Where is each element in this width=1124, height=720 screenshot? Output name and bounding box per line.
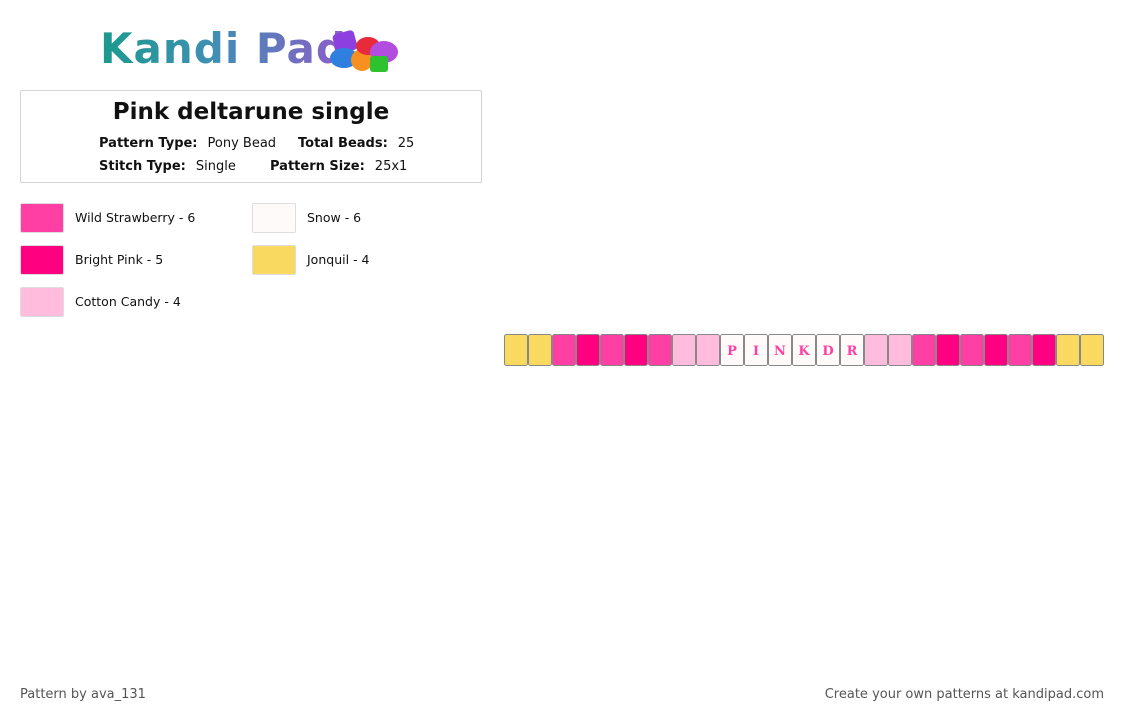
legend-label: Bright Pink - 5 xyxy=(75,252,164,267)
footer-credit: Pattern by ava_131 xyxy=(20,687,146,702)
bead-letter: I xyxy=(753,344,759,359)
bead xyxy=(960,334,984,366)
title: Pink deltarune single xyxy=(112,99,390,125)
swatch xyxy=(252,245,296,275)
legend-label: Jonquil - 4 xyxy=(307,252,370,267)
bead xyxy=(912,334,936,366)
field: Stitch Type: Single xyxy=(99,159,236,174)
field-label: Pattern Size: xyxy=(270,159,365,174)
field: Pattern Type: Pony Bead xyxy=(99,136,276,151)
bead xyxy=(528,334,552,366)
bead xyxy=(552,334,576,366)
legend-label: Cotton Candy - 4 xyxy=(75,294,181,309)
field-value: Single xyxy=(195,159,236,174)
bead xyxy=(624,334,648,366)
bead xyxy=(1032,334,1056,366)
bead-letter: R xyxy=(847,344,858,359)
field-label: Total Beads: xyxy=(298,136,388,151)
logo[interactable]: Kandi Pad xyxy=(100,24,410,80)
field: Pattern Size: 25x1 xyxy=(270,159,407,174)
bead xyxy=(840,334,864,366)
field-value: 25 xyxy=(397,136,415,151)
field-value: 25x1 xyxy=(374,159,408,174)
footer-link[interactable]: Create your own patterns at kandipad.com xyxy=(824,687,1104,702)
field-value: Pony Bead xyxy=(207,136,277,151)
field-label: Stitch Type: xyxy=(99,159,186,174)
bead-letter: K xyxy=(798,344,810,359)
swatch xyxy=(252,203,296,233)
bead xyxy=(600,334,624,366)
bead-letter: D xyxy=(822,344,833,359)
bead xyxy=(672,334,696,366)
bead xyxy=(888,334,912,366)
bead xyxy=(1008,334,1032,366)
bead xyxy=(1080,334,1104,366)
bead xyxy=(576,334,600,366)
bead xyxy=(984,334,1008,366)
bead xyxy=(744,334,768,366)
swatch xyxy=(20,245,64,275)
legend-label: Wild Strawberry - 6 xyxy=(75,210,196,225)
bead xyxy=(504,334,528,366)
bead xyxy=(1056,334,1080,366)
bead xyxy=(864,334,888,366)
bead xyxy=(720,334,744,366)
bead xyxy=(816,334,840,366)
swatch xyxy=(20,287,64,317)
info-card: Pink deltarune single Pattern Type: Pony … xyxy=(20,90,482,183)
swatch xyxy=(20,203,64,233)
field-label: Pattern Type: xyxy=(99,136,198,151)
bead-letter: N xyxy=(774,344,786,359)
logo-beads xyxy=(330,30,398,72)
field: Total Beads: 25 xyxy=(298,136,414,151)
legend-label: Snow - 6 xyxy=(307,210,362,225)
bead xyxy=(648,334,672,366)
bead xyxy=(936,334,960,366)
bead xyxy=(768,334,792,366)
brand: Kandi Pad xyxy=(100,24,347,73)
bead-letter: P xyxy=(727,344,737,359)
bead xyxy=(696,334,720,366)
bead xyxy=(792,334,816,366)
